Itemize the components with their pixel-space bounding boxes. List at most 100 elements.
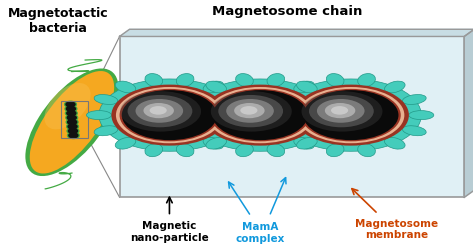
Text: Magnetic
nano-particle: Magnetic nano-particle [130,221,209,243]
Circle shape [66,102,75,107]
Ellipse shape [326,74,344,87]
Ellipse shape [297,87,404,143]
Ellipse shape [409,111,434,120]
Ellipse shape [294,137,314,149]
Ellipse shape [267,74,285,87]
Ellipse shape [303,90,399,140]
Text: MamA
complex: MamA complex [236,222,285,244]
Ellipse shape [402,94,426,104]
Circle shape [67,128,79,134]
Bar [61,101,88,138]
Polygon shape [464,29,474,197]
Ellipse shape [317,99,365,123]
Ellipse shape [318,111,343,120]
Circle shape [67,111,76,116]
Ellipse shape [212,90,308,140]
Ellipse shape [145,74,163,87]
Ellipse shape [207,87,314,143]
Ellipse shape [202,85,318,146]
Ellipse shape [275,126,299,136]
Ellipse shape [236,74,253,87]
Ellipse shape [297,81,317,93]
Circle shape [67,132,79,138]
Circle shape [68,128,78,133]
Ellipse shape [234,103,264,118]
Ellipse shape [94,126,118,136]
Ellipse shape [221,126,245,136]
Ellipse shape [228,111,252,120]
Ellipse shape [119,89,219,141]
Ellipse shape [177,111,202,120]
Circle shape [67,124,79,130]
Ellipse shape [111,85,228,146]
Ellipse shape [309,95,374,127]
Circle shape [64,101,76,107]
Ellipse shape [358,74,375,87]
Ellipse shape [203,137,224,149]
Ellipse shape [120,91,201,132]
Ellipse shape [206,137,227,149]
Ellipse shape [221,94,245,104]
Ellipse shape [144,103,174,118]
Ellipse shape [94,94,118,104]
Ellipse shape [240,106,257,115]
Text: Magnetosome chain: Magnetosome chain [212,5,363,18]
Circle shape [67,115,76,120]
Ellipse shape [402,126,426,136]
Ellipse shape [45,83,91,129]
Circle shape [65,110,77,116]
Ellipse shape [116,87,223,143]
Ellipse shape [185,94,209,104]
Text: Magnetosome
membrane: Magnetosome membrane [355,219,438,240]
Ellipse shape [268,111,293,120]
Ellipse shape [331,106,348,115]
Circle shape [66,119,78,125]
Ellipse shape [176,74,194,87]
Ellipse shape [219,95,283,127]
Ellipse shape [26,68,119,176]
Ellipse shape [122,90,217,140]
Ellipse shape [301,91,383,132]
Ellipse shape [294,81,314,93]
Ellipse shape [236,144,253,157]
Ellipse shape [312,94,336,104]
Ellipse shape [312,126,336,136]
Ellipse shape [136,99,183,123]
Circle shape [66,106,75,111]
Ellipse shape [115,137,136,149]
Ellipse shape [281,79,421,151]
Ellipse shape [86,111,111,120]
Ellipse shape [210,89,310,141]
Bar [119,36,464,197]
Ellipse shape [275,94,299,104]
Circle shape [68,120,77,124]
Polygon shape [119,29,474,36]
Circle shape [66,115,78,121]
Text: Magnetotactic
bacteria: Magnetotactic bacteria [8,7,109,35]
Ellipse shape [301,89,401,141]
Ellipse shape [128,95,192,127]
Circle shape [69,133,78,138]
Ellipse shape [326,144,344,157]
Circle shape [65,106,77,112]
Ellipse shape [211,91,292,132]
Ellipse shape [384,81,405,93]
Ellipse shape [185,126,209,136]
Ellipse shape [190,79,331,151]
Ellipse shape [384,137,405,149]
Ellipse shape [115,81,136,93]
Circle shape [68,124,77,129]
Ellipse shape [203,81,224,93]
Ellipse shape [358,144,375,157]
Ellipse shape [99,79,240,151]
Ellipse shape [145,144,163,157]
Ellipse shape [226,99,274,123]
Ellipse shape [297,137,317,149]
Ellipse shape [293,85,409,146]
Ellipse shape [30,71,114,174]
Ellipse shape [150,106,167,115]
Ellipse shape [176,144,194,157]
Ellipse shape [206,81,227,93]
Ellipse shape [325,103,356,118]
Ellipse shape [267,144,285,157]
